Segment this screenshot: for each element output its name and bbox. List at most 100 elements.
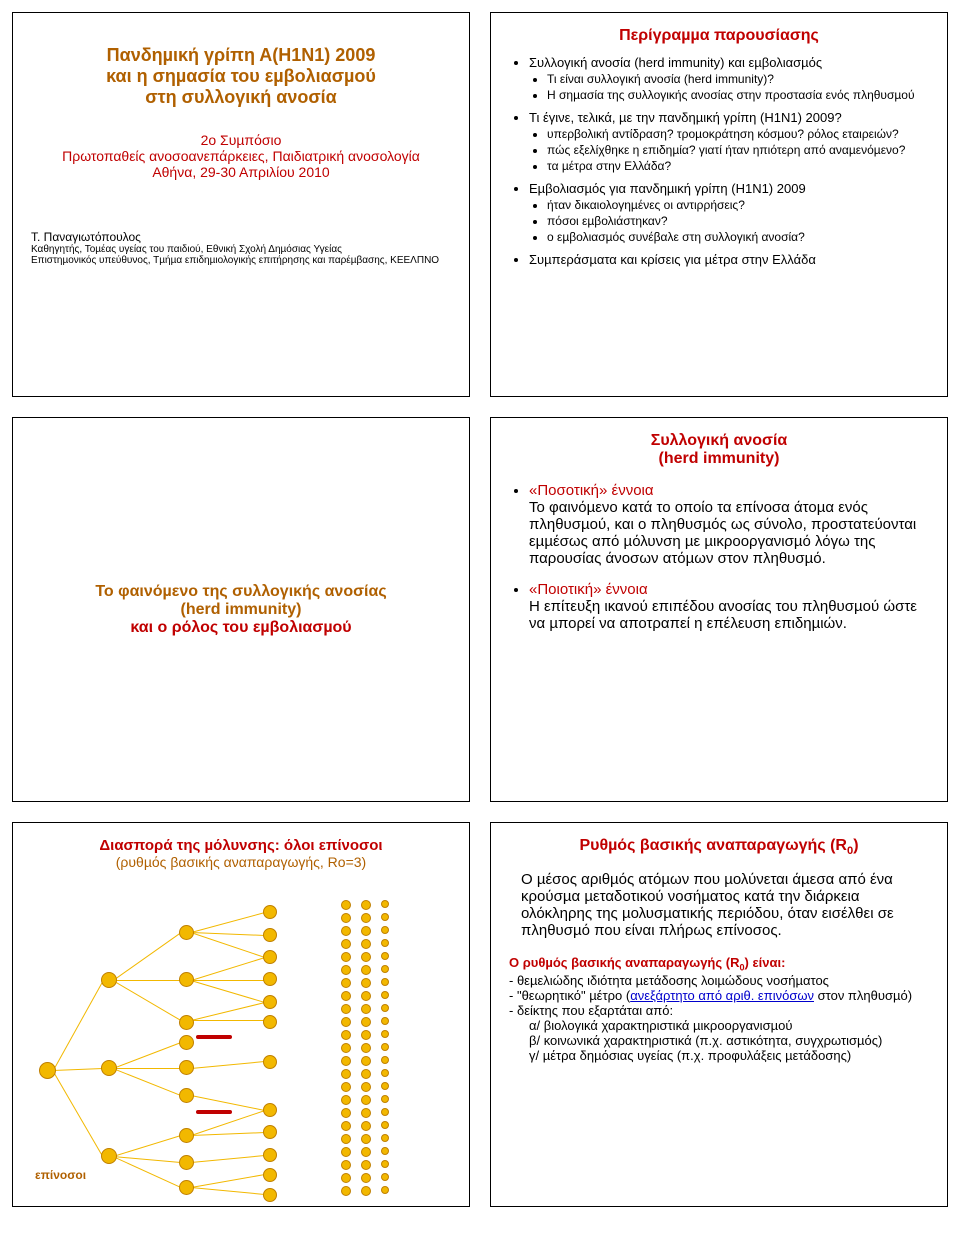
node-dot — [381, 965, 389, 973]
s4-q-label: «Ποσοτική» έννοια — [529, 482, 654, 499]
node-dot — [101, 1148, 117, 1164]
s1-course: Πρωτοπαθείς ανοσοανεπάρκειες, Παιδιατρικ… — [31, 148, 451, 164]
edge — [191, 980, 265, 1003]
s4-title-l2: (herd immunity) — [509, 450, 929, 468]
edge — [113, 1042, 181, 1069]
edge — [191, 1095, 265, 1111]
s6-li2-link: ανεξάρτητο από αριθ. επινόσων — [630, 988, 814, 1003]
s4-p-label: «Ποιοτική» έννοια — [529, 581, 648, 598]
s6-red-post: ) είναι: — [745, 955, 786, 970]
node-dot — [381, 1082, 389, 1090]
s1-symposio: 2ο Συµπόσιο — [31, 132, 451, 148]
s2-b2c: τα µέτρα στην Ελλάδα? — [547, 159, 929, 173]
node-dot — [361, 1173, 371, 1183]
s5-title-l1: Διασπορά της µόλυνσης: όλοι επίνοσοι — [31, 837, 451, 854]
s6-li2-pre: "θεωρητικό" µέτρο ( — [517, 988, 630, 1003]
spread-tree-diagram: επίνοσοι — [31, 880, 451, 1180]
node-dot — [341, 1056, 351, 1066]
node-dot — [361, 1108, 371, 1118]
edge — [191, 1002, 265, 1021]
node-dot — [361, 1134, 371, 1144]
s2-b1: Συλλογική ανοσία (herd immunity) και εµβ… — [529, 55, 929, 102]
edge — [113, 1135, 181, 1157]
node-dot — [179, 1155, 194, 1170]
s6-li3: - δείκτης που εξαρτάται από: — [509, 1003, 929, 1018]
s2-b4: Συµπεράσµατα και κρίσεις για µέτρα στην … — [529, 252, 929, 267]
node-dot — [361, 965, 371, 975]
node-dot — [381, 978, 389, 986]
node-dot — [381, 939, 389, 947]
s4-q: «Ποσοτική» έννοια Το φαινόµενο κατά το ο… — [529, 482, 929, 567]
node-dot — [381, 1069, 389, 1077]
edge — [53, 980, 104, 1070]
s6-li2-post: στον πληθυσµό) — [814, 988, 912, 1003]
slide-5-spread-diagram: Διασπορά της µόλυνσης: όλοι επίνοσοι (ρυ… — [12, 822, 470, 1207]
node-dot — [361, 1082, 371, 1092]
node-dot — [381, 1056, 389, 1064]
s2-b3-text: Εµβολιασµός για πανδηµική γρίπη (Η1Ν1) 2… — [529, 181, 806, 196]
node-dot — [179, 1035, 194, 1050]
node-dot — [381, 1147, 389, 1155]
s4-title-l1: Συλλογική ανοσία — [509, 432, 929, 450]
label-episonoi: επίνοσοι — [35, 1168, 86, 1182]
s6-li1: - θεµελιώδης ιδιότητα µετάδοσης λοιµώδου… — [509, 973, 929, 988]
node-dot — [263, 1148, 277, 1162]
node-dot — [341, 926, 351, 936]
node-dot — [263, 1188, 277, 1202]
node-dot — [341, 1069, 351, 1079]
node-dot — [341, 1082, 351, 1092]
s6-red-pre: Ο ρυθµός βασικής αναπαραγωγής (R — [509, 955, 739, 970]
node-dot — [361, 1030, 371, 1040]
s2-b3c: ο εµβολιασµός συνέβαλε στη συλλογική ανο… — [547, 230, 929, 244]
node-dot — [341, 1160, 351, 1170]
node-dot — [179, 1060, 194, 1075]
edge — [52, 1070, 103, 1156]
node-dot — [361, 1147, 371, 1157]
s2-b3b: πόσοι εµβολιάστηκαν? — [547, 214, 929, 228]
s6-red-lead: Ο ρυθµός βασικής αναπαραγωγής (R0) είναι… — [509, 955, 929, 973]
edge — [191, 1155, 265, 1163]
node-dot — [361, 1121, 371, 1131]
node-dot — [179, 1180, 194, 1195]
node-dot — [263, 1103, 277, 1117]
s1-title-l1: Πανδηµική γρίπη Α(Η1Ν1) 2009 — [31, 45, 451, 66]
node-dot — [361, 913, 371, 923]
break-bar — [196, 1035, 232, 1039]
s2-b2: Τι έγινε, τελικά, µε την πανδηµική γρίπη… — [529, 110, 929, 173]
edge — [191, 980, 265, 981]
s6-para1: Ο µέσος αριθµός ατόµων που µολύνεται άµε… — [509, 871, 929, 939]
node-dot — [361, 1095, 371, 1105]
s3-l2: (herd immunity) — [95, 601, 386, 619]
s6-title-post: ) — [853, 837, 858, 854]
node-dot — [341, 1004, 351, 1014]
edge — [191, 1132, 265, 1136]
node-dot — [263, 905, 277, 919]
s3-l3: και ο ρόλος του εµβολιασµού — [95, 619, 386, 637]
node-dot — [381, 1186, 389, 1194]
node-dot — [381, 991, 389, 999]
s1-author-l2: Επιστηµονικός υπεύθυνος, Τµήµα επιδηµιολ… — [31, 255, 451, 266]
edge — [191, 932, 265, 958]
edge — [53, 1068, 103, 1071]
s1-place-date: Αθήνα, 29-30 Απριλίου 2010 — [31, 164, 451, 180]
node-dot — [263, 1015, 277, 1029]
node-dot — [381, 1030, 389, 1038]
node-dot — [341, 1095, 351, 1105]
node-dot — [179, 1088, 194, 1103]
node-dot — [179, 1015, 194, 1030]
s1-title-l2: και η σηµασία του εµβολιασµού — [31, 66, 451, 87]
s6-title-pre: Ρυθµός βασικής αναπαραγωγής (R — [579, 837, 847, 854]
node-dot — [101, 1060, 117, 1076]
s1-author-l1: Καθηγητής, Τοµέας υγείας του παιδιού, Εθ… — [31, 244, 451, 255]
edge — [113, 1068, 181, 1069]
node-dot — [341, 1147, 351, 1157]
s2-b1-text: Συλλογική ανοσία (herd immunity) και εµβ… — [529, 55, 822, 70]
node-dot — [361, 1186, 371, 1196]
node-dot — [179, 1128, 194, 1143]
node-dot — [341, 1173, 351, 1183]
edge — [191, 1187, 265, 1195]
s6-li3a: α/ βιολογικά χαρακτηριστικά µικροοργανισ… — [509, 1018, 929, 1033]
node-dot — [381, 913, 389, 921]
s2-b2-text: Τι έγινε, τελικά, µε την πανδηµική γρίπη… — [529, 110, 842, 125]
s6-li3-text: δείκτης που εξαρτάται από: — [517, 1003, 673, 1018]
